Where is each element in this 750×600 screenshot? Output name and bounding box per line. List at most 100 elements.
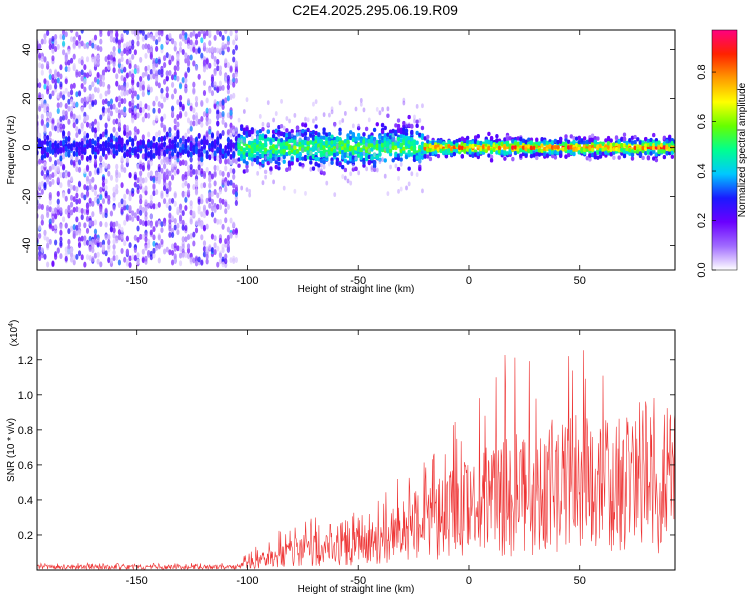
spectrogram-cell: [128, 255, 132, 262]
spectrogram-cell: [155, 57, 159, 64]
spectrogram-cell: [38, 232, 42, 239]
spectrogram-cell: [104, 178, 108, 185]
spectrogram-cell: [630, 140, 635, 145]
spectrogram-cell: [139, 204, 143, 211]
spectrogram-cell: [139, 100, 143, 107]
spectrogram-cell: [271, 129, 276, 135]
spectrogram-cell: [646, 149, 651, 154]
spectrogram-cell: [178, 146, 183, 153]
spectrogram-cell: [101, 198, 106, 205]
spectrogram-cell: [56, 71, 60, 78]
spectrogram-cell: [40, 213, 44, 220]
spectrogram-cell: [189, 151, 193, 158]
spectrogram-cell: [296, 131, 299, 137]
spectrogram-cell: [144, 52, 148, 59]
spectrogram-cell: [136, 94, 140, 101]
spectrogram-cell: [131, 215, 135, 222]
spectrogram-cell: [46, 134, 50, 141]
spectrogram-cell: [91, 220, 95, 227]
spectrogram-cell: [109, 103, 114, 110]
spectrogram-cell: [665, 139, 669, 144]
spectrogram-cell: [234, 60, 238, 67]
spectrogram-cell: [250, 148, 255, 153]
spectrogram-cell: [218, 169, 223, 176]
spectrogram-cell: [356, 153, 361, 158]
spectrogram-cell: [54, 83, 58, 90]
spectrogram-cell: [83, 136, 87, 143]
spectrogram-cell: [423, 154, 427, 159]
spectrogram-cell: [532, 145, 536, 151]
spectrogram-cell: [319, 144, 324, 149]
spectrogram-cell: [564, 143, 568, 148]
spectrogram-cell: [40, 93, 44, 100]
spectrogram-cell: [197, 132, 201, 139]
spectrogram-cell: [61, 49, 66, 56]
spectrogram-cell: [413, 118, 416, 124]
spectrogram-cell: [181, 243, 185, 250]
spectrogram-cell: [226, 88, 230, 95]
spectrogram-cell: [378, 139, 382, 144]
spectrogram-cell: [141, 134, 145, 141]
spectrogram-cell: [152, 100, 156, 107]
spectrogram-cell: [303, 156, 308, 162]
spectrogram-cell: [48, 238, 52, 245]
spectrogram-cell: [200, 99, 204, 106]
spectrogram-cell: [253, 143, 257, 149]
spectrogram-cell: [210, 53, 215, 60]
spectrogram-cell: [160, 43, 164, 50]
spectrogram-cell: [181, 144, 185, 151]
spectrogram-cell: [290, 148, 294, 153]
spectrogram-cell: [67, 118, 71, 125]
spectrogram-cell: [85, 175, 90, 182]
spectrogram-cell: [75, 146, 79, 153]
spectrogram-cell: [67, 130, 71, 137]
spectrogram-cell: [112, 51, 116, 58]
spectrogram-cell: [383, 125, 387, 131]
spectrogram-cell: [327, 136, 332, 141]
spectrogram-cell: [383, 158, 387, 163]
spectrogram-cell: [593, 151, 597, 157]
snr-y-ticks: 0.20.40.60.81.01.2: [18, 355, 675, 542]
spectrogram-cell: [234, 126, 238, 133]
spectrogram-cell: [216, 155, 220, 162]
spectrogram-cell: [670, 150, 675, 155]
spectrogram-cell: [245, 126, 249, 132]
spectrogram-cell: [540, 143, 544, 148]
spectrogram-cell: [226, 95, 230, 102]
spectrogram-cell: [80, 254, 84, 261]
spectrogram-cell: [213, 242, 217, 249]
spectrogram-cell: [216, 47, 220, 54]
spectrogram-cell: [325, 151, 329, 157]
spectrogram-cell: [200, 182, 204, 189]
spectrogram-cell: [38, 139, 42, 146]
spectrogram-cell: [205, 150, 209, 157]
spectrogram-cell: [375, 154, 379, 159]
spectrogram-cell: [351, 123, 355, 129]
spectrogram-cell: [181, 48, 185, 55]
spectrogram-cell: [168, 185, 172, 192]
spectrogram-cell: [484, 148, 488, 154]
spectrogram-cell: [473, 152, 478, 157]
spectrogram-cell: [80, 69, 84, 76]
spectrogram-cell: [234, 30, 238, 34]
spectrogram-cell: [59, 64, 63, 71]
spectrogram-cell: [67, 248, 71, 255]
spectrogram-cell: [394, 138, 398, 143]
spectrogram-cell: [125, 82, 129, 89]
spectrogram-cell: [457, 145, 462, 151]
spectrogram-cell: [604, 147, 608, 152]
spectrogram-cell: [91, 242, 95, 249]
spectrogram-cell: [184, 38, 188, 45]
spectrogram-cell: [585, 139, 589, 145]
spectrogram-cell: [197, 208, 201, 215]
spectrogram-cell: [205, 166, 209, 173]
spectrogram-cell: [48, 37, 52, 44]
spectrogram-cell: [136, 112, 140, 119]
spectrogram-cell: [221, 111, 225, 118]
spectrogram-cell: [282, 159, 286, 164]
spectrogram-cell: [330, 143, 334, 148]
spectrogram-cell: [75, 192, 79, 199]
spectrogram-cell: [152, 119, 156, 126]
spectrogram-cell: [83, 101, 87, 108]
spectrogram-cell: [48, 194, 52, 201]
